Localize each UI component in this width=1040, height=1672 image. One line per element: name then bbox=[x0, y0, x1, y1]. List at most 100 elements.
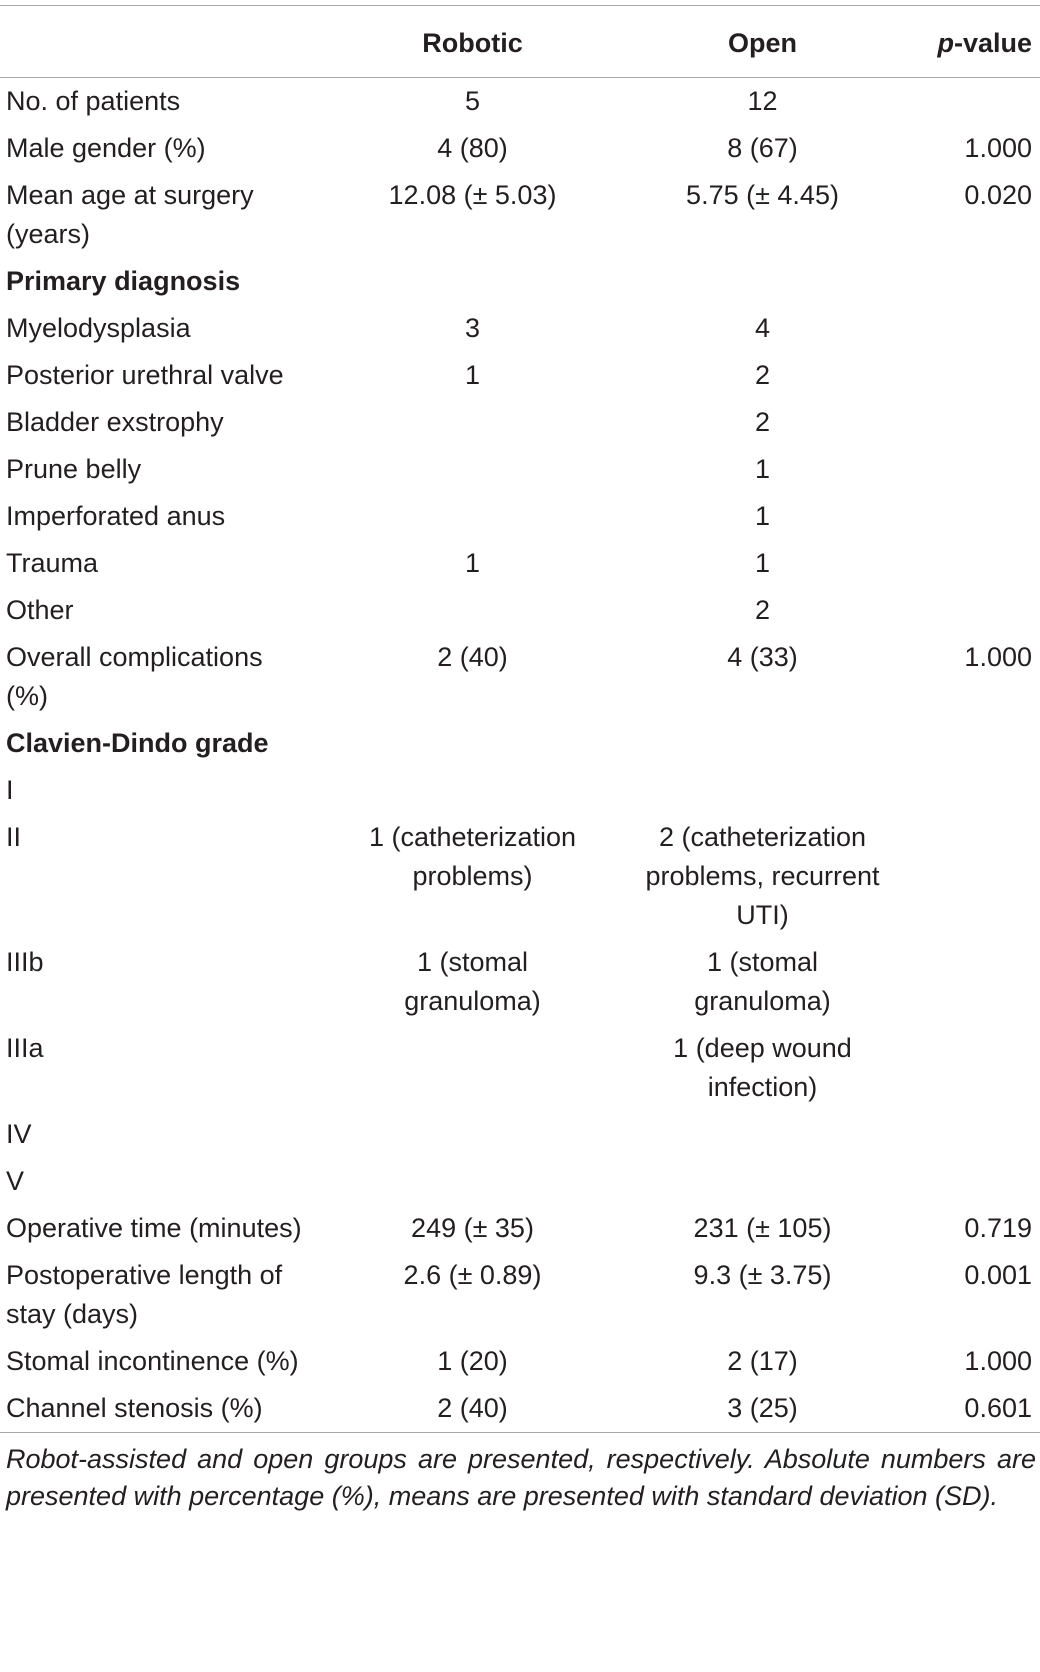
cell-text: 5.75 (± 4.45) bbox=[686, 180, 839, 210]
cell-text: 2.6 (± 0.89) bbox=[403, 1260, 542, 1290]
table-row: No. of patients 5 12 bbox=[0, 78, 1040, 126]
table-cell: IIIa bbox=[0, 1025, 330, 1111]
table-cell: Prune belly bbox=[0, 446, 330, 493]
header-row: Robotic Open p-value bbox=[0, 5, 1040, 78]
table-cell bbox=[615, 1158, 910, 1205]
table-cell: 2 bbox=[615, 352, 910, 399]
cell-text: Prune belly bbox=[6, 454, 142, 484]
header-cell: p-value bbox=[910, 5, 1040, 78]
table-row: II 1 (catheterization problems) 2 (cathete… bbox=[0, 814, 1040, 939]
table-cell bbox=[910, 1158, 1040, 1205]
cell-text: Trauma bbox=[6, 548, 99, 578]
cell-text: Myelodysplasia bbox=[6, 313, 191, 343]
table-cell: 1 (stomal granuloma) bbox=[330, 939, 615, 1025]
table-row: V bbox=[0, 1158, 1040, 1205]
table-cell bbox=[910, 540, 1040, 587]
cell-text: 1.000 bbox=[964, 642, 1032, 672]
table-cell bbox=[910, 1025, 1040, 1111]
table-cell: 0.719 bbox=[910, 1205, 1040, 1252]
table-cell: 12.08 (± 5.03) bbox=[330, 172, 615, 258]
table-cell: 1.000 bbox=[910, 125, 1040, 172]
table-cell: 4 (33) bbox=[615, 634, 910, 720]
cell-text: 1 bbox=[464, 360, 481, 390]
header-italic: p bbox=[937, 28, 954, 58]
table-cell: Operative time (minutes) bbox=[0, 1205, 330, 1252]
cell-text: 1 (deep wound infection) bbox=[673, 1033, 852, 1102]
table-cell bbox=[910, 587, 1040, 634]
table-cell: 0.020 bbox=[910, 172, 1040, 258]
cell-text: 4 (80) bbox=[437, 133, 508, 163]
table-cell: I bbox=[0, 767, 330, 814]
table-cell: 1 (deep wound infection) bbox=[615, 1025, 910, 1111]
cell-text: Channel stenosis (%) bbox=[6, 1393, 263, 1423]
table-cell bbox=[330, 446, 615, 493]
cell-text: 12 bbox=[747, 86, 778, 116]
table-cell: 1 bbox=[615, 446, 910, 493]
cell-text: 4 (33) bbox=[727, 642, 798, 672]
table-cell bbox=[910, 1111, 1040, 1158]
cell-text: 2 bbox=[754, 595, 771, 625]
table-cell: 2 (17) bbox=[615, 1338, 910, 1385]
cell-text: 1 bbox=[754, 501, 771, 531]
table-cell: Channel stenosis (%) bbox=[0, 1385, 330, 1433]
table-cell bbox=[330, 587, 615, 634]
table-cell: II bbox=[0, 814, 330, 939]
table-cell: Other bbox=[0, 587, 330, 634]
cell-text: 4 bbox=[754, 313, 771, 343]
table-cell bbox=[910, 305, 1040, 352]
table-cell bbox=[615, 1111, 910, 1158]
cell-text: Posterior urethral valve bbox=[6, 360, 284, 390]
cell-text: Male gender (%) bbox=[6, 133, 206, 163]
table-cell bbox=[910, 352, 1040, 399]
header-cell: Open bbox=[615, 5, 910, 78]
cell-text: 1.000 bbox=[964, 1346, 1032, 1376]
table-cell bbox=[330, 1158, 615, 1205]
cell-text: II bbox=[6, 822, 22, 852]
header-text: Open bbox=[727, 28, 797, 58]
table-row: IV bbox=[0, 1111, 1040, 1158]
table-row: Operative time (minutes) 249 (± 35) 231 (±… bbox=[0, 1205, 1040, 1252]
table-row: Imperforated anus 1 bbox=[0, 493, 1040, 540]
cell-text: 0.719 bbox=[964, 1213, 1032, 1243]
table-row: Clavien-Dindo grade bbox=[0, 720, 1040, 767]
table-cell: Myelodysplasia bbox=[0, 305, 330, 352]
cell-text: 9.3 (± 3.75) bbox=[693, 1260, 832, 1290]
header-cell: Robotic bbox=[330, 5, 615, 78]
cell-text: Bladder exstrophy bbox=[6, 407, 224, 437]
table-row: Posterior urethral valve 1 2 bbox=[0, 352, 1040, 399]
table-row: IIIa 1 (deep wound infection) bbox=[0, 1025, 1040, 1111]
table-cell: 8 (67) bbox=[615, 125, 910, 172]
table-cell bbox=[910, 939, 1040, 1025]
cell-text: Postoperative length of stay (days) bbox=[6, 1260, 283, 1329]
cell-text: Mean age at surgery (years) bbox=[6, 180, 254, 249]
table-cell bbox=[330, 767, 615, 814]
cell-text: No. of patients bbox=[6, 86, 181, 116]
header-cell bbox=[0, 5, 330, 78]
table-cell: Male gender (%) bbox=[0, 125, 330, 172]
table-cell bbox=[615, 767, 910, 814]
table-cell: 1 bbox=[330, 352, 615, 399]
table-cell: 9.3 (± 3.75) bbox=[615, 1252, 910, 1338]
table-cell bbox=[330, 493, 615, 540]
table-row: Prune belly 1 bbox=[0, 446, 1040, 493]
data-table: Robotic Open p-value No. of patients 5 12 Mal… bbox=[0, 5, 1040, 1433]
cell-text: Operative time (minutes) bbox=[6, 1213, 302, 1243]
table-cell: IIIb bbox=[0, 939, 330, 1025]
cell-text: 2 bbox=[754, 407, 771, 437]
cell-text: 1 bbox=[754, 548, 771, 578]
cell-text: IV bbox=[6, 1119, 32, 1149]
table-cell: 1 (stomal granuloma) bbox=[615, 939, 910, 1025]
table-cell: Postoperative length of stay (days) bbox=[0, 1252, 330, 1338]
table-cell: 1 (catheterization problems) bbox=[330, 814, 615, 939]
table-cell: Overall complications (%) bbox=[0, 634, 330, 720]
cell-text: 2 (40) bbox=[437, 1393, 508, 1423]
table-cell bbox=[910, 446, 1040, 493]
cell-text: 1 (stomal granuloma) bbox=[694, 947, 831, 1016]
table-row: Postoperative length of stay (days) 2.6 (… bbox=[0, 1252, 1040, 1338]
cell-text: 0.020 bbox=[964, 180, 1032, 210]
table-row: Myelodysplasia 3 4 bbox=[0, 305, 1040, 352]
cell-text: 3 bbox=[464, 313, 481, 343]
table-cell: IV bbox=[0, 1111, 330, 1158]
table-row: Trauma 1 1 bbox=[0, 540, 1040, 587]
table-row: Male gender (%) 4 (80) 8 (67) 1.000 bbox=[0, 125, 1040, 172]
